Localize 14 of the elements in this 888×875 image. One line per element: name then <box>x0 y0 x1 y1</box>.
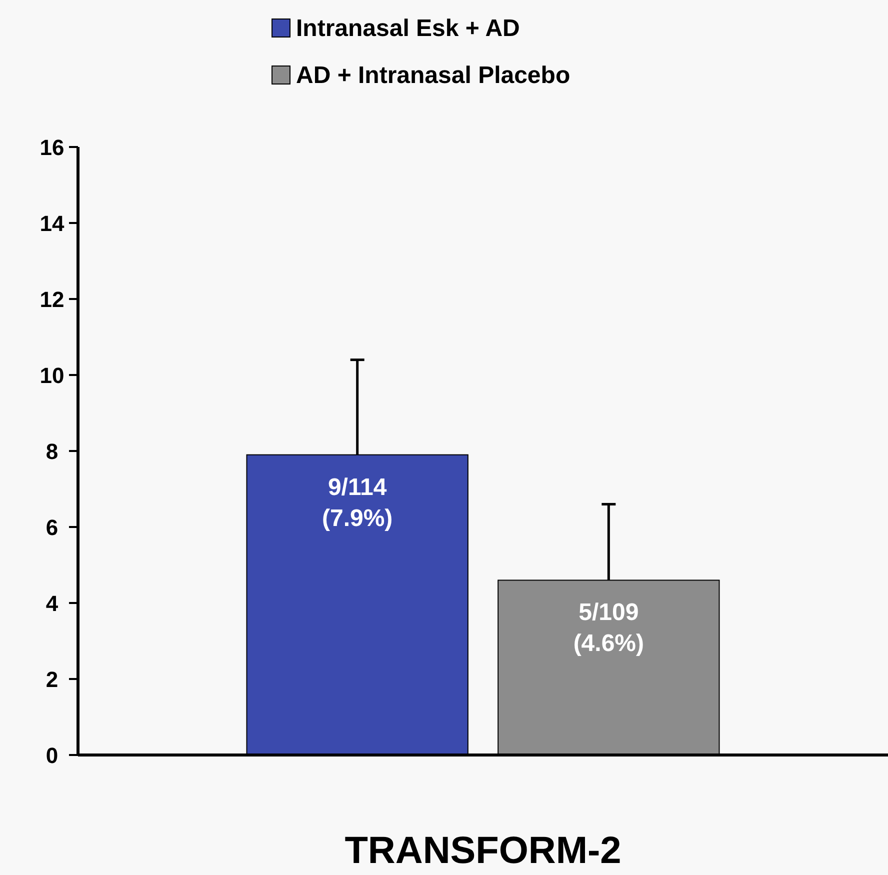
y-tick-label: 12 <box>40 287 64 312</box>
y-tick-label: 14 <box>40 211 65 236</box>
y-tick-label: 2 <box>46 667 58 692</box>
y-tick-label: 4 <box>46 591 59 616</box>
legend-label: AD + Intranasal Placebo <box>296 62 570 89</box>
data-label: 5/109 (4.6%) <box>573 599 644 658</box>
y-tick-label: 6 <box>46 515 58 540</box>
y-tick-label: 0 <box>46 743 58 768</box>
y-tick-label: 16 <box>40 135 64 160</box>
data-label: 9/114 (7.9%) <box>322 474 393 532</box>
y-tick-label: 10 <box>40 363 64 388</box>
legend-label: Intranasal Esk + AD <box>296 15 520 42</box>
y-tick-label: 8 <box>46 439 58 464</box>
x-tick-label: TRANSFORM-2 <box>344 830 622 872</box>
